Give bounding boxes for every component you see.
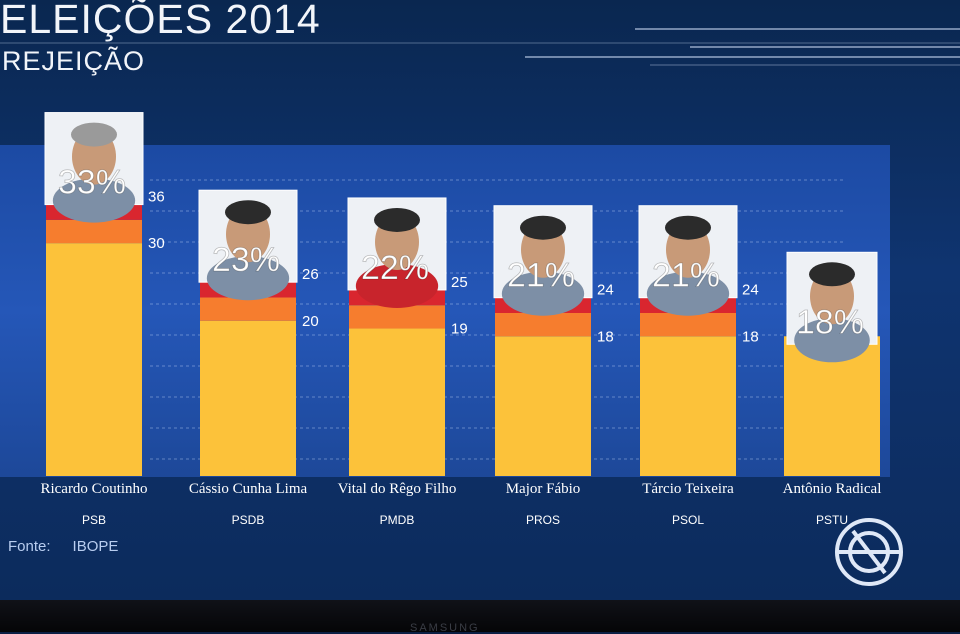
lower-bound-label: 18 bbox=[742, 328, 759, 345]
broadcaster-logo-icon bbox=[835, 518, 903, 586]
candidate-name: Vital do Rêgo Filho bbox=[338, 481, 457, 497]
candidate-name: Ricardo Coutinho bbox=[40, 481, 147, 497]
bar-margin-lower bbox=[349, 305, 445, 329]
page-subtitle: REJEIÇÃO bbox=[2, 46, 146, 76]
value-label: 22% bbox=[361, 249, 429, 287]
bar-margin-lower bbox=[640, 313, 736, 337]
source-prefix: Fonte: bbox=[8, 538, 51, 555]
candidate-name: Antônio Radical bbox=[783, 481, 882, 497]
value-label: 18% bbox=[796, 303, 864, 341]
candidate-name: Tárcio Teixeira bbox=[642, 481, 734, 497]
source-value: IBOPE bbox=[72, 538, 119, 555]
candidate-party: PSDB bbox=[232, 513, 265, 527]
decorative-line bbox=[635, 28, 960, 30]
candidate-torso-icon bbox=[355, 263, 439, 308]
upper-bound-label: 24 bbox=[742, 282, 759, 299]
bar-base bbox=[349, 328, 445, 476]
candidate-hair-icon bbox=[374, 207, 420, 232]
tv-bezel bbox=[0, 600, 960, 632]
tv-brand: SAMSUNG bbox=[410, 622, 480, 634]
candidate-hair-icon bbox=[809, 262, 855, 287]
candidate-torso-icon bbox=[206, 256, 290, 301]
value-label: 21% bbox=[507, 257, 575, 295]
bar-base bbox=[46, 243, 142, 476]
candidate-hair-icon bbox=[665, 215, 711, 240]
decorative-line bbox=[690, 46, 960, 48]
upper-bound-label: 26 bbox=[302, 266, 319, 283]
upper-bound-label: 25 bbox=[451, 274, 468, 291]
page-title: ELEIÇÕES 2014 bbox=[0, 0, 321, 42]
value-label: 23% bbox=[212, 241, 280, 279]
bar-base bbox=[640, 336, 736, 476]
lower-bound-label: 20 bbox=[302, 313, 319, 330]
bar-base bbox=[495, 336, 591, 476]
tv-screen: ELEIÇÕES 2014 REJEIÇÃO 36 30 33% Ricardo Co… bbox=[0, 0, 960, 600]
bar-margin-lower bbox=[200, 297, 296, 321]
value-label: 33% bbox=[58, 164, 126, 202]
candidate-hair-icon bbox=[71, 122, 117, 147]
candidate-torso-icon bbox=[52, 178, 136, 223]
lower-bound-label: 18 bbox=[597, 328, 614, 345]
candidate-party: PMDB bbox=[380, 513, 415, 527]
candidate-name: Major Fábio bbox=[506, 481, 581, 497]
source-label: Fonte: IBOPE bbox=[8, 538, 118, 555]
decorative-line bbox=[525, 56, 960, 58]
candidate-party: PSTU bbox=[816, 513, 848, 527]
bar-margin-lower bbox=[495, 313, 591, 337]
candidate-torso-icon bbox=[646, 271, 730, 316]
upper-bound-label: 24 bbox=[597, 282, 614, 299]
decorative-line bbox=[0, 42, 960, 44]
bar-margin-lower bbox=[46, 219, 142, 244]
decorative-line bbox=[650, 64, 960, 66]
candidate-party: PSOL bbox=[672, 513, 704, 527]
value-label: 21% bbox=[652, 257, 720, 295]
rejection-bar-chart: 36 30 33% Ricardo Coutinho PSB 26 20 23% Cássio … bbox=[40, 112, 882, 527]
candidate-party: PROS bbox=[526, 513, 560, 527]
bar-base bbox=[200, 320, 296, 476]
lower-bound-label: 19 bbox=[451, 321, 468, 338]
candidate-party: PSB bbox=[82, 513, 106, 527]
candidate-name: Cássio Cunha Lima bbox=[189, 481, 308, 497]
candidate-hair-icon bbox=[520, 215, 566, 240]
upper-bound-label: 36 bbox=[148, 189, 165, 206]
candidate-torso-icon bbox=[794, 318, 870, 363]
candidate-hair-icon bbox=[225, 200, 271, 225]
candidate-torso-icon bbox=[501, 271, 585, 316]
lower-bound-label: 30 bbox=[148, 235, 165, 252]
